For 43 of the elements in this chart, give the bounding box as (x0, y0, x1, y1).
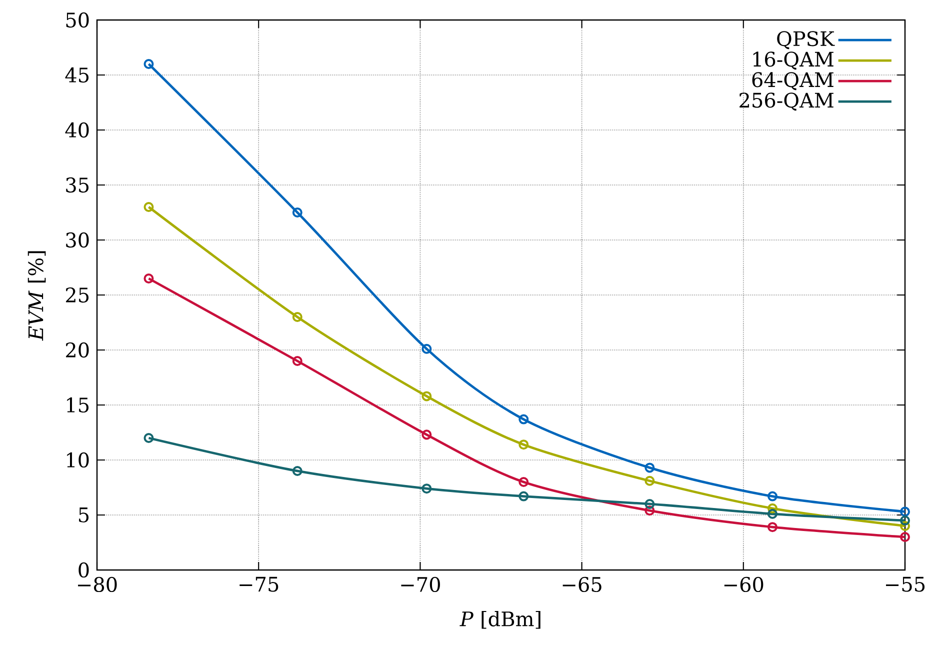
y-tick-label: 40 (65, 122, 89, 138)
y-axis-title: EVM [%] (28, 251, 46, 341)
y-tick-label: 20 (66, 342, 89, 358)
point (767, 522, 778, 532)
point (518, 414, 529, 424)
y-tick-label: 45 (65, 67, 89, 83)
legend-label: 16-QAM (753, 52, 834, 70)
point (767, 503, 778, 514)
x-tick-label: −65 (562, 576, 602, 592)
legend-label: QPSK (777, 31, 835, 50)
point (422, 391, 432, 402)
legend-label: 64-QAM (752, 72, 834, 90)
x-tick-label: −70 (401, 576, 440, 592)
point (644, 476, 655, 486)
point (518, 491, 529, 502)
point (644, 462, 655, 473)
y-tick-label: 10 (67, 452, 89, 468)
x-tick-label: −55 (886, 576, 925, 592)
point (767, 508, 778, 519)
y-tick-label: 35 (66, 177, 89, 193)
y-tick-label: 0 (78, 562, 89, 578)
x-tick-label: −75 (240, 576, 278, 592)
y-tick-label: 30 (66, 232, 89, 248)
point (422, 344, 432, 354)
point (422, 430, 432, 440)
point (292, 207, 302, 218)
y-tick-label: 15 (67, 397, 89, 413)
point (292, 312, 302, 322)
point (518, 440, 529, 450)
y-tick-label: 5 (79, 508, 89, 522)
x-tick-label: −80 (78, 576, 117, 592)
legend-label: 256-QAM (740, 92, 834, 111)
point (644, 498, 655, 509)
point (518, 476, 529, 487)
point (292, 356, 302, 366)
y-tick-label: 50 (66, 12, 89, 28)
x-axis-title: P [dBm] (460, 610, 540, 629)
point (292, 466, 302, 476)
x-tick-label: −60 (724, 576, 764, 592)
y-tick-label: 25 (66, 287, 89, 303)
point (644, 506, 655, 516)
point (767, 491, 778, 502)
point (422, 484, 432, 494)
